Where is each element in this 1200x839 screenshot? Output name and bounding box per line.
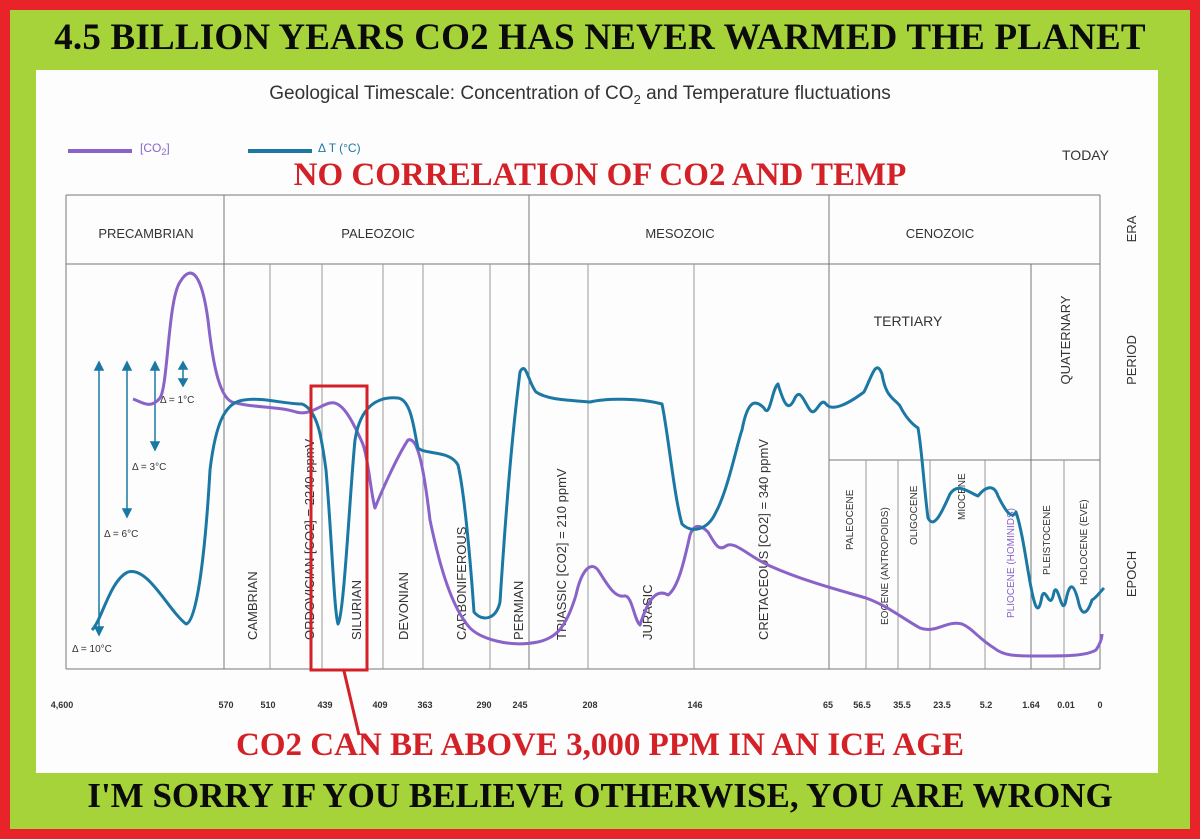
- period-row-label: PERIOD: [1124, 335, 1139, 385]
- x-tick-439: 439: [317, 700, 332, 710]
- x-tick-570: 570: [218, 700, 233, 710]
- chart-title-sub: 2: [634, 92, 641, 107]
- period-labels: CAMBRIAN ORDOVICIAN [CO2] = 2240 ppmV SI…: [245, 438, 771, 640]
- x-tick-245: 245: [512, 700, 527, 710]
- chart-title-main: Geological Timescale: Concentration of C…: [269, 83, 633, 104]
- era-label-mesozoic: MESOZOIC: [645, 226, 714, 241]
- temp-scale-3: Δ = 3°C: [132, 462, 166, 473]
- epoch-row-label: EPOCH: [1124, 551, 1139, 597]
- x-tick-56-5: 56.5: [853, 700, 871, 710]
- period-label-permian: PERMIAN: [511, 581, 526, 640]
- period-label-cambrian: CAMBRIAN: [245, 571, 260, 640]
- period-label-triassic: TRIASSIC [CO2] = 210 ppmV: [554, 468, 569, 640]
- epoch-label-paleocene: PALEOCENE: [845, 489, 856, 550]
- period-label-silurian: SILURIAN: [349, 580, 364, 640]
- era-row-label: ERA: [1124, 215, 1139, 242]
- x-tick-4600: 4,600: [51, 700, 74, 710]
- x-tick-5-2: 5.2: [980, 700, 993, 710]
- x-tick-146: 146: [687, 700, 702, 710]
- x-tick-23-5: 23.5: [933, 700, 951, 710]
- x-tick-35-5: 35.5: [893, 700, 911, 710]
- x-tick-0: 0: [1097, 700, 1102, 710]
- x-tick-290: 290: [476, 700, 491, 710]
- period-label-cretaceous: CRETACEOUS [CO2] = 340 ppmV: [756, 439, 771, 640]
- x-tick-1-64: 1.64: [1022, 700, 1040, 710]
- epoch-label-oligocene: OLIGOCENE: [909, 485, 920, 545]
- legend-co2-label: [CO2]: [140, 141, 170, 157]
- period-label-jurasic: JURASIC: [640, 584, 655, 640]
- chart-panel: [36, 70, 1158, 773]
- today-label: TODAY: [1062, 147, 1110, 163]
- temp-curve: [90, 366, 1106, 632]
- top-banner: 4.5 BILLION YEARS CO2 HAS NEVER WARMED T…: [54, 17, 1146, 58]
- timescale-grid: [65, 194, 1101, 670]
- bottom-banner: I'M SORRY IF YOU BELIEVE OTHERWISE, YOU …: [87, 776, 1113, 815]
- chart-title-suffix: and Temperature fluctuations: [641, 83, 891, 104]
- caption-no-correlation: NO CORRELATION OF CO2 AND TEMP: [293, 157, 907, 193]
- x-tick-0-01: 0.01: [1057, 700, 1075, 710]
- chart-title: Geological Timescale: Concentration of C…: [269, 83, 891, 107]
- era-label-precambrian: PRECAMBRIAN: [98, 226, 193, 241]
- x-tick-363: 363: [417, 700, 432, 710]
- epoch-label-miocene: MIOCENE: [957, 473, 968, 520]
- era-label-cenozoic: CENOZOIC: [906, 226, 975, 241]
- temp-scale-arrows: [93, 360, 189, 637]
- era-label-paleozoic: PALEOZOIC: [341, 226, 414, 241]
- legend-co2-sub: 2: [161, 147, 166, 157]
- x-tick-510: 510: [260, 700, 275, 710]
- epoch-label-pleistocene: PLEISTOCENE: [1042, 505, 1053, 575]
- epoch-label-pliocene: PLIOCENE (HOMINIDS): [1006, 508, 1017, 618]
- x-tick-65: 65: [823, 700, 833, 710]
- x-tick-208: 208: [582, 700, 597, 710]
- epoch-label-eocene: EOCENE (ANTROPOIDS): [880, 507, 891, 625]
- highlight-pointer: [342, 670, 361, 736]
- quaternary-label: QUATERNARY: [1058, 295, 1073, 384]
- period-dividers: [269, 264, 1065, 669]
- tertiary-label: TERTIARY: [874, 313, 943, 329]
- epoch-labels: PALEOCENE EOCENE (ANTROPOIDS) OLIGOCENE …: [845, 473, 1090, 625]
- x-tick-409: 409: [372, 700, 387, 710]
- co2-curve: [132, 271, 1104, 658]
- legend-temp-label: Δ T (°C): [318, 141, 361, 155]
- epoch-label-holocene: HOLOCENE (EVE): [1079, 499, 1090, 585]
- temp-scale-1: Δ = 1°C: [160, 395, 194, 406]
- silurian-highlight-box: [309, 384, 369, 672]
- x-axis-ticks: 4,600 570 510 439 409 363 290 245 208 14…: [51, 700, 1103, 710]
- period-label-devonian: DEVONIAN: [396, 572, 411, 640]
- legend-co2-name: [CO: [140, 141, 161, 155]
- legend-co2-suffix: ]: [166, 141, 169, 155]
- temp-scale-10: Δ = 10°C: [72, 644, 112, 655]
- temp-scale-6: Δ = 6°C: [104, 529, 138, 540]
- caption-ice-age: CO2 CAN BE ABOVE 3,000 PPM IN AN ICE AGE: [236, 727, 964, 763]
